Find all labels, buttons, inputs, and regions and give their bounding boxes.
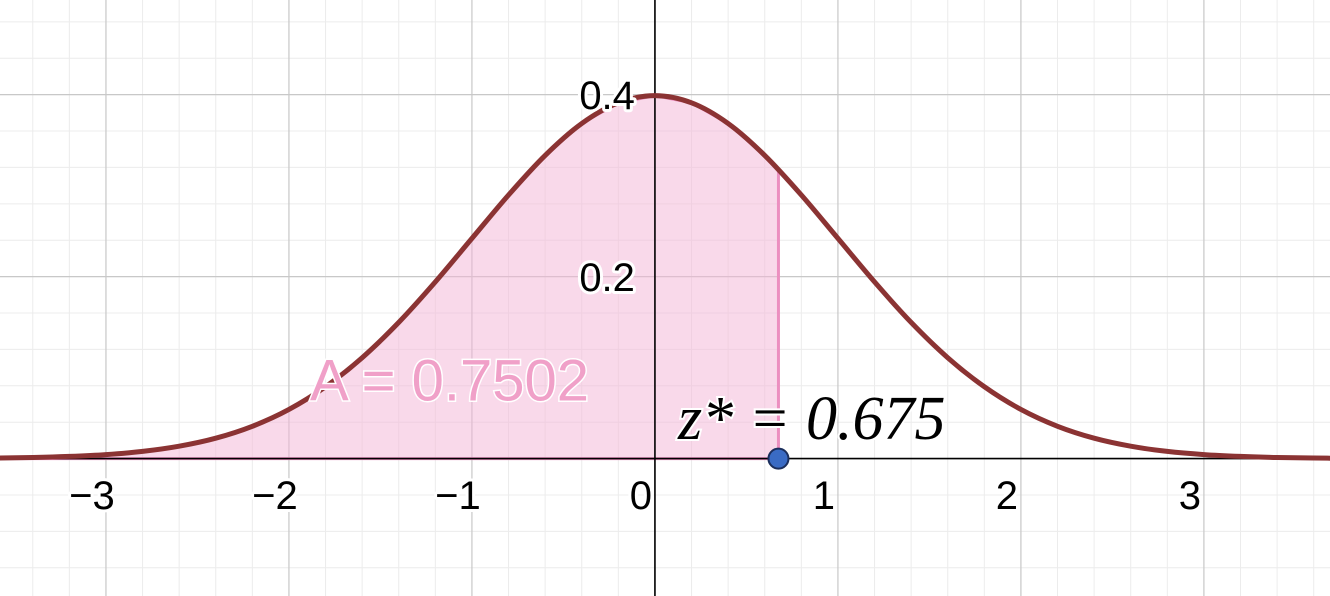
area-label: A = 0.7502 — [310, 348, 589, 413]
x-tick-label: −1 — [435, 474, 481, 518]
x-tick-label: 1 — [813, 474, 835, 518]
x-tick-label: 0 — [630, 474, 652, 518]
x-tick-label: 3 — [1179, 474, 1201, 518]
z-point — [767, 447, 790, 470]
y-tick-label: 0.2 — [579, 256, 635, 300]
y-tick-label: 0.4 — [579, 74, 635, 118]
z-label: z* = 0.675 — [677, 385, 945, 453]
x-tick-label: 2 — [996, 474, 1018, 518]
x-tick-label: −3 — [69, 474, 115, 518]
x-tick-label: −2 — [252, 474, 298, 518]
density-curve — [0, 93, 1330, 461]
